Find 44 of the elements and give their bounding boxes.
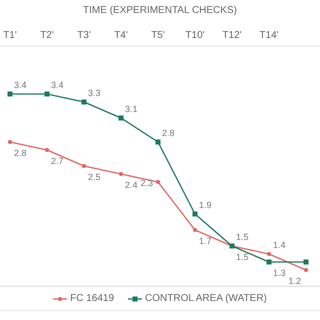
data-label: 3.4	[51, 80, 64, 90]
data-label: 3.1	[125, 104, 138, 114]
point	[192, 212, 198, 216]
x-tick-label: T5'	[151, 30, 165, 41]
data-label: 1.2	[288, 276, 301, 286]
data-label: 2.7	[51, 156, 64, 166]
point	[193, 228, 197, 232]
point	[82, 164, 86, 168]
data-label: 3.4	[14, 80, 27, 90]
point	[119, 172, 123, 176]
data-label: 2.8	[14, 148, 27, 158]
data-label: 1.7	[199, 236, 212, 246]
legend-label: CONTROL AREA (WATER)	[145, 293, 267, 304]
point	[266, 260, 272, 264]
data-label: 1.4	[273, 240, 286, 250]
data-label: 1.3	[273, 268, 286, 278]
point	[8, 92, 12, 96]
x-axis-title: TIME (EXPERIMENTAL CHECKS)	[83, 5, 237, 16]
data-label: 2.8	[162, 128, 175, 138]
data-label: 1.5	[236, 232, 249, 242]
x-tick-label: T10'	[185, 30, 205, 41]
point	[118, 116, 124, 120]
data-label: 2.3	[140, 178, 153, 188]
x-tick-label: T1'	[3, 30, 17, 41]
point	[156, 180, 160, 184]
x-tick-label: T12'	[222, 30, 242, 41]
point	[304, 268, 308, 272]
point	[304, 260, 308, 264]
x-tick-label: T2'	[40, 30, 54, 41]
data-label: 2.4	[125, 180, 138, 190]
data-label: 1.5	[236, 252, 249, 262]
x-tick-label: T14'	[259, 30, 279, 41]
point	[44, 92, 50, 96]
point	[267, 252, 271, 256]
x-tick-label: T3'	[77, 30, 91, 41]
point	[82, 100, 86, 104]
data-label: 1.9	[199, 200, 212, 210]
data-label: 2.5	[88, 172, 101, 182]
point	[45, 148, 49, 152]
point	[8, 140, 12, 144]
point	[156, 140, 160, 144]
legend-label: FC 16419	[70, 293, 114, 304]
data-label: 3.3	[88, 88, 101, 98]
x-tick-label: T4'	[114, 30, 128, 41]
